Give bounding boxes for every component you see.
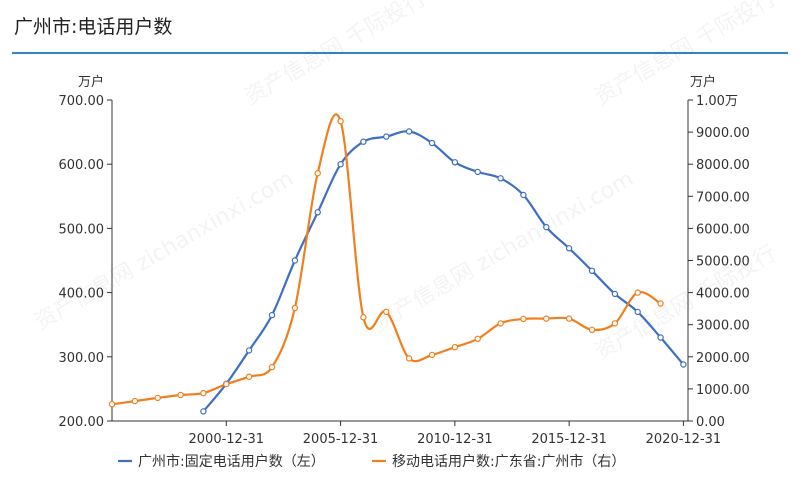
series-0-point — [565, 245, 573, 252]
y-axis-left-unit: 万户 — [78, 74, 104, 90]
series-1-point — [131, 397, 139, 405]
series-1-point — [634, 289, 641, 296]
series-0-point — [520, 191, 527, 199]
series-1-point — [108, 401, 116, 408]
series-0-point — [657, 334, 664, 341]
y-right-tick-label: 7000.00 — [696, 190, 750, 205]
series-0-point — [451, 159, 459, 166]
series-1-point — [337, 117, 344, 125]
y-left-tick-label: 700.00 — [59, 94, 105, 109]
y-left-tick-label: 400.00 — [59, 287, 105, 302]
y-left-tick-label: 500.00 — [59, 222, 105, 237]
svg-text:资产信息网 zichanxinxi.com: 资产信息网 zichanxinxi.com — [371, 166, 638, 335]
x-tick-label: 2000-12-31 — [189, 432, 265, 447]
svg-text:资产信息网 千际投行: 资产信息网 千际投行 — [591, 0, 781, 110]
series-1-point — [428, 351, 436, 359]
series-0-point — [474, 168, 481, 176]
y-right-tick-label: 9000.00 — [696, 126, 750, 141]
series-1-point — [177, 391, 184, 399]
title-divider — [12, 52, 788, 54]
svg-text:资产信息网 zichanxinxi.com: 资产信息网 zichanxinxi.com — [31, 166, 298, 335]
page-title: 广州市:电话用户数 — [14, 16, 173, 38]
series-0-point — [200, 408, 207, 415]
series-1-point — [611, 320, 619, 327]
series-0-point — [360, 138, 367, 145]
y-right-tick-label: 2000.00 — [696, 351, 750, 366]
series-1-point — [291, 304, 299, 312]
series-line-1 — [111, 113, 662, 406]
series-1-point — [154, 394, 161, 402]
y-right-tick-label: 4000.00 — [696, 287, 750, 302]
legend-label-0: 广州市:固定电话用户数（左） — [138, 453, 325, 470]
legend-label-1: 移动电话用户数:广东省:广州市（右） — [392, 453, 625, 470]
series-0-point — [245, 347, 253, 354]
series-0-point — [611, 290, 619, 298]
series-1-point — [200, 389, 207, 397]
y-right-tick-label: 1000.00 — [696, 383, 750, 398]
series-0-point — [634, 308, 641, 316]
series-1-point — [474, 335, 481, 342]
series-0-point — [543, 223, 550, 231]
series-1-point — [657, 300, 664, 307]
x-tick-label: 2005-12-31 — [303, 432, 379, 447]
chart-series — [111, 113, 685, 413]
series-0-point — [383, 133, 390, 140]
y-right-tick-label: 3000.00 — [696, 319, 750, 334]
series-1-point — [405, 355, 413, 362]
series-0-point — [268, 311, 276, 319]
series-1-point — [314, 169, 321, 177]
series-1-point — [451, 344, 459, 351]
series-0-point — [314, 209, 321, 216]
x-tick-label: 2015-12-31 — [531, 432, 607, 447]
series-line-0 — [202, 130, 685, 413]
series-0-point — [337, 160, 344, 168]
series-1-point — [245, 373, 253, 380]
series-0-point — [680, 361, 687, 368]
x-tick-label: 2020-12-31 — [646, 432, 722, 447]
y-right-tick-label: 8000.00 — [696, 158, 750, 173]
series-0-point — [405, 128, 413, 135]
chart-points — [108, 117, 687, 415]
series-1-point — [497, 320, 504, 327]
series-0-point — [497, 175, 504, 182]
y-right-tick-label: 1.00万 — [696, 94, 738, 109]
series-1-point — [543, 315, 550, 322]
series-1-point — [565, 315, 573, 322]
series-1-point — [588, 326, 596, 333]
series-1-point — [360, 314, 367, 321]
series-1-point — [268, 363, 276, 371]
y-left-tick-label: 300.00 — [59, 351, 105, 366]
series-0-point — [588, 267, 596, 274]
y-left-tick-label: 200.00 — [59, 415, 105, 430]
svg-text:资产信息网 千际投行: 资产信息网 千际投行 — [241, 0, 431, 110]
series-1-point — [223, 380, 230, 388]
y-right-tick-label: 5000.00 — [696, 255, 750, 270]
watermark: 资产信息网 千际投行 资产信息网 千际投行 资产信息网 zichanxinxi.… — [31, 0, 781, 365]
y-axis-right-unit: 万户 — [690, 74, 716, 90]
series-1-point — [520, 315, 527, 323]
x-tick-label: 2010-12-31 — [417, 432, 493, 447]
svg-text:资产信息网 千际投行: 资产信息网 千际投行 — [591, 241, 781, 365]
series-0-point — [428, 139, 436, 147]
y-right-tick-label: 0.00 — [696, 415, 725, 430]
y-right-tick-label: 6000.00 — [696, 222, 750, 237]
y-left-tick-label: 600.00 — [59, 158, 105, 173]
series-1-point — [383, 308, 390, 316]
chart-axes: 万户 万户 200.00 300.00 400.00 500.00 600.00 700.00… — [59, 74, 750, 447]
chart-legend: 广州市:固定电话用户数（左） 移动电话用户数:广东省:广州市（右） — [118, 453, 625, 470]
series-0-point — [291, 257, 299, 264]
